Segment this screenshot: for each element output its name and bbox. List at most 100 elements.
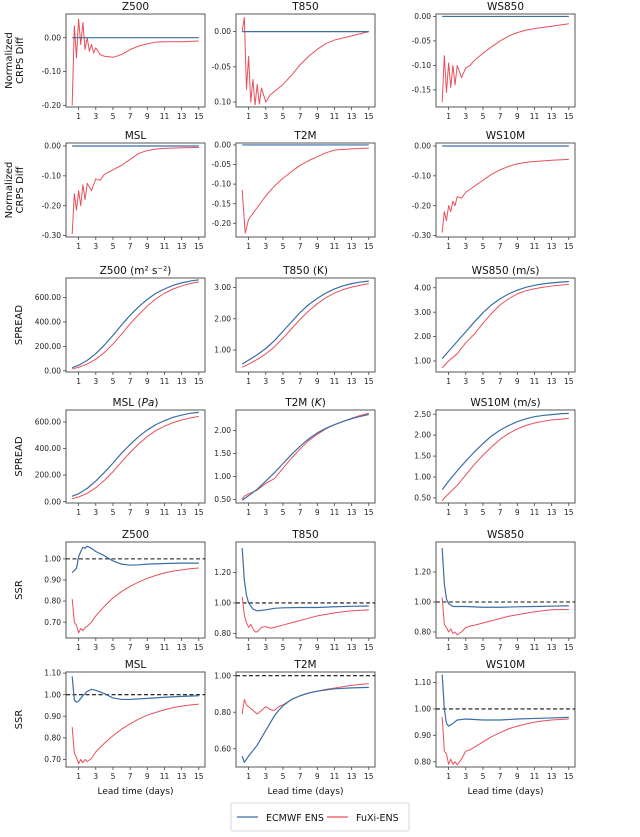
row-label-normalized-crps-diff: NormalizedCRPS Diff	[4, 32, 26, 89]
x-tick-label: 1	[76, 508, 81, 517]
x-tick-label: 7	[128, 508, 133, 517]
series-line-fuxi-ens	[71, 703, 199, 765]
panel-title: T850	[291, 1, 318, 13]
y-tick-label: 0.80	[414, 757, 431, 766]
y-tick-label: 0.00	[214, 27, 231, 36]
x-tick-label: 13	[347, 643, 357, 652]
panel-title-unit: Pa	[142, 397, 155, 409]
y-tick-label: -0.20	[42, 101, 62, 110]
x-tick-label: 9	[145, 112, 150, 121]
y-tick-label: 3.00	[214, 283, 231, 292]
axes-frame	[235, 142, 376, 238]
panel-title: Z500 (m² s⁻²)	[100, 265, 172, 277]
x-tick-label: 9	[515, 112, 520, 121]
legend: ECMWF ENS FuXi-ENS	[230, 802, 410, 832]
x-tick-label: 1	[446, 377, 451, 386]
x-tick-label: 1	[246, 377, 251, 386]
y-tick-label: 0.80	[414, 628, 431, 637]
x-tick-label: 9	[315, 508, 320, 517]
panel-r4-ws10m: WS10M (m/s)0.501.001.502.002.501 3 5 7 9 11 13…	[414, 397, 576, 517]
x-tick-label: 13	[547, 242, 557, 251]
x-tick-label: 9	[145, 242, 150, 251]
x-tick-label: 5	[111, 508, 116, 517]
x-tick-label: 7	[128, 772, 133, 781]
series-line-fuxi-ens	[241, 147, 369, 234]
panel-r3-t850: T850 (K)1.002.003.001 3 5 7 9 11 13 15	[214, 265, 376, 386]
axes-frame	[435, 541, 576, 639]
y-tick-label: -0.20	[412, 201, 432, 210]
x-tick-label: 5	[111, 112, 116, 121]
y-tick-label: 0.00	[214, 141, 231, 150]
x-tick-label: 1	[446, 772, 451, 781]
x-tick-label: 9	[145, 772, 150, 781]
x-tick-label: 7	[128, 242, 133, 251]
x-tick-label: 11	[530, 772, 540, 781]
x-tick-label: 1	[76, 772, 81, 781]
axes-frame	[235, 671, 376, 768]
y-tick-label: 400.00	[35, 444, 61, 453]
x-tick-label: 13	[347, 508, 357, 517]
x-tick-label: 15	[364, 112, 374, 121]
x-tick-label: 13	[347, 377, 357, 386]
series-line-fuxi-ens	[72, 415, 199, 500]
y-tick-label: 1.00	[214, 346, 231, 355]
x-tick-label: 13	[347, 112, 357, 121]
y-tick-label: 0.80	[44, 733, 61, 742]
y-tick-label: -0.10	[42, 171, 62, 180]
x-tick-label: 9	[315, 242, 320, 251]
panel-title: Z500	[122, 529, 149, 541]
x-tick-label: 13	[177, 643, 187, 652]
y-tick-label: 0.90	[44, 576, 61, 585]
x-tick-label: 15	[194, 643, 204, 652]
series-line-fuxi-ens	[441, 23, 569, 103]
y-tick-label: 1.00	[414, 473, 431, 482]
y-tick-label: 400.00	[35, 318, 61, 327]
y-tick-label: 1.00	[44, 554, 61, 563]
x-tick-label: 13	[547, 772, 557, 781]
x-tick-label: 13	[177, 772, 187, 781]
panel-r3-ws850: WS850 (m/s)1.002.003.004.001 3 5 7 9 11 13 15	[414, 265, 576, 386]
x-tick-label: 15	[364, 508, 374, 517]
panel-title: T2M	[293, 130, 316, 142]
x-tick-label: 11	[160, 643, 170, 652]
x-tick-label: 15	[194, 772, 204, 781]
y-tick-label: -0.10	[42, 67, 62, 76]
y-tick-label: -0.30	[42, 231, 62, 240]
x-tick-label: 9	[315, 377, 320, 386]
y-tick-label: 0.80	[214, 629, 231, 638]
y-tick-label: 600.00	[35, 293, 61, 302]
x-tick-label: 5	[111, 242, 116, 251]
y-tick-label: -0.15	[412, 85, 432, 94]
series-line-ecmwf-ens	[71, 411, 199, 497]
x-tick-label: 11	[530, 643, 540, 652]
y-tick-label: 0.00	[44, 142, 61, 151]
series-line-fuxi-ens	[71, 18, 199, 106]
y-tick-label: 0.00	[44, 33, 61, 42]
x-tick-label: 5	[111, 377, 116, 386]
y-tick-label: 0.50	[414, 494, 431, 503]
panel-title: WS10M (m/s)	[470, 397, 540, 409]
x-tick-label: 3	[93, 377, 98, 386]
axes-frame	[435, 277, 576, 373]
y-tick-label: 4.00	[414, 283, 431, 292]
x-tick-label: 7	[298, 772, 303, 781]
y-tick-label: 0.00	[414, 142, 431, 151]
x-tick-label: 3	[463, 242, 468, 251]
x-tick-label: 15	[194, 508, 204, 517]
x-tick-label: 5	[481, 242, 486, 251]
y-tick-label: -0.20	[212, 219, 232, 228]
y-tick-label: -0.05	[212, 62, 232, 71]
y-tick-label: 0.00	[44, 497, 61, 506]
x-tick-label: 3	[93, 242, 98, 251]
x-tick-label: 1	[446, 643, 451, 652]
x-tick-label: 7	[498, 772, 503, 781]
x-tick-label: 9	[515, 377, 520, 386]
x-tick-label: 11	[160, 772, 170, 781]
x-tick-label: 15	[364, 377, 374, 386]
x-tick-label: 11	[330, 112, 340, 121]
